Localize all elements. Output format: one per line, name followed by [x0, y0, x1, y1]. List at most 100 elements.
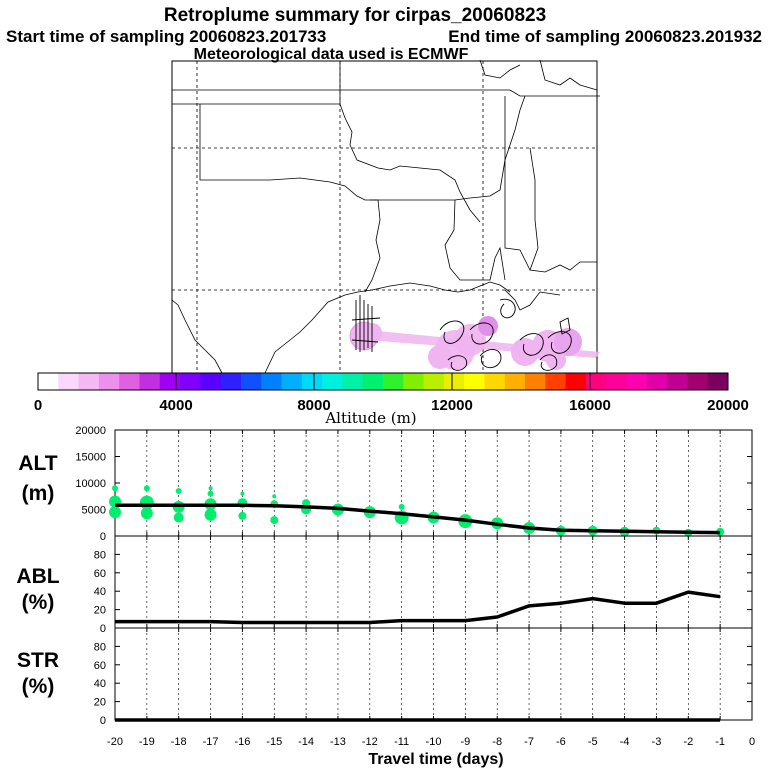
x-tick-label: -4 [620, 736, 630, 748]
colorbar-swatch [139, 373, 161, 390]
map-panel [171, 59, 600, 374]
altitude-scatter-point [207, 490, 214, 497]
y-tick-label: 80 [94, 549, 106, 561]
x-axis-label: Travel time (days) [368, 751, 503, 768]
x-tick-label: -1 [715, 736, 725, 748]
colorbar-swatch [261, 373, 283, 390]
plume-blob [454, 324, 486, 356]
y-tick-label: 20 [94, 697, 106, 709]
colorbar-ticks: 0 4000 8000 12000 16000 20000 [34, 373, 749, 414]
x-tick-label: -12 [362, 736, 378, 748]
y-tick-label: 60 [94, 660, 106, 672]
colorbar-swatch [626, 373, 648, 390]
y-tick-label: 80 [94, 641, 106, 653]
met-data-label: Meteorological data used is ECMWF [194, 46, 469, 63]
x-tick-label: -17 [203, 736, 219, 748]
colorbar-swatch [707, 373, 729, 390]
x-tick-label: -13 [330, 736, 346, 748]
figure-title: Retroplume summary for cirpas_20060823 [164, 5, 546, 26]
altitude-colorbar [38, 373, 729, 390]
colorbar-swatch [565, 373, 587, 390]
colorbar-swatch [464, 373, 485, 390]
colorbar-swatch [200, 373, 222, 390]
x-tick-label: -8 [492, 736, 502, 748]
start-time-label: Start time of sampling 20060823.201733 [6, 27, 326, 46]
y-tick-label: 20000 [75, 425, 106, 437]
x-tick-label: -20 [107, 736, 123, 748]
altitude-scatter-point [204, 508, 217, 521]
colorbar-swatch [342, 373, 364, 390]
trajectory-lines [351, 295, 572, 371]
x-tick-label: -3 [652, 736, 662, 748]
x-tick-label: -9 [460, 736, 470, 748]
altitude-scatter-point [109, 506, 121, 519]
end-time-label: End time of sampling 20060823.201932 [448, 27, 762, 46]
colorbar-tick-label: 20000 [707, 397, 749, 414]
colorbar-swatch [484, 373, 506, 390]
altitude-scatter-point [398, 503, 405, 510]
colorbar-swatch [180, 373, 201, 390]
colorbar-swatch [545, 373, 567, 390]
panel-label-title: ALT [18, 452, 57, 475]
y-tick-label: 20 [94, 605, 106, 617]
plume-blob [428, 345, 452, 369]
x-tick-label: 0 [749, 736, 755, 748]
altitude-scatter-point [140, 507, 153, 520]
colorbar-tick-label: 8000 [297, 397, 330, 414]
plume-blob [478, 316, 498, 336]
colorbar-swatch [606, 373, 628, 390]
panel-label-title: STR [17, 649, 59, 672]
altitude-scatter-point [270, 516, 279, 525]
altitude-scatter-point [240, 491, 245, 496]
x-tick-label: -2 [683, 736, 693, 748]
y-tick-label: 0 [100, 531, 106, 543]
x-tick-label: -16 [234, 736, 250, 748]
map-frame [171, 60, 598, 374]
colorbar-swatch [525, 373, 546, 390]
panel-str: 80 60 40 20 0 STR (%) [17, 627, 753, 727]
x-tick-label: -5 [588, 736, 598, 748]
altitude-scatter-point [272, 494, 277, 499]
y-tick-label: 5000 [82, 505, 106, 517]
y-tick-label: 0 [100, 715, 106, 727]
panel-label-unit: (m) [22, 482, 55, 505]
y-tick-label: 40 [94, 678, 106, 690]
altitude-scatter-point [208, 486, 213, 491]
y-tick-label: 10000 [75, 478, 106, 490]
x-tick-label: -18 [171, 736, 187, 748]
colorbar-swatch [58, 373, 80, 390]
x-tick-label: -11 [394, 736, 409, 748]
colorbar-tick-label: 4000 [159, 397, 192, 414]
colorbar-swatch [687, 373, 709, 390]
x-tick-label: -14 [298, 736, 314, 748]
colorbar-swatch [38, 373, 59, 390]
colorbar-swatch [646, 373, 668, 390]
x-tick-label: -19 [139, 736, 155, 748]
altitude-scatter-point [175, 487, 182, 494]
x-tick-label: -7 [524, 736, 534, 748]
colorbar-swatch [585, 373, 607, 390]
colorbar-swatch [301, 373, 323, 390]
map-boundaries [171, 59, 600, 374]
plume-blob [554, 328, 582, 356]
y-tick-label: 0 [100, 623, 106, 635]
panel-label-unit: (%) [22, 591, 55, 614]
colorbar-swatch [98, 373, 120, 390]
colorbar-swatch [362, 373, 384, 390]
colorbar-swatch [240, 373, 262, 390]
series-line-alt [115, 503, 721, 535]
colorbar-swatch [443, 373, 465, 390]
x-tick-label: -10 [426, 736, 442, 748]
colorbar-tick-label: 12000 [431, 397, 473, 414]
altitude-scatter-point [143, 485, 150, 492]
colorbar-swatch [383, 373, 404, 390]
colorbar-swatch [119, 373, 140, 390]
series-line-abl [115, 590, 721, 625]
y-tick-label: 15000 [75, 452, 106, 464]
colorbar-swatch [78, 373, 100, 390]
colorbar-tick-label: 0 [34, 397, 42, 414]
colorbar-swatch [322, 373, 343, 390]
colorbar-swatch [423, 373, 445, 390]
colorbar-swatch [159, 373, 181, 390]
panel-label-title: ABL [16, 565, 59, 588]
